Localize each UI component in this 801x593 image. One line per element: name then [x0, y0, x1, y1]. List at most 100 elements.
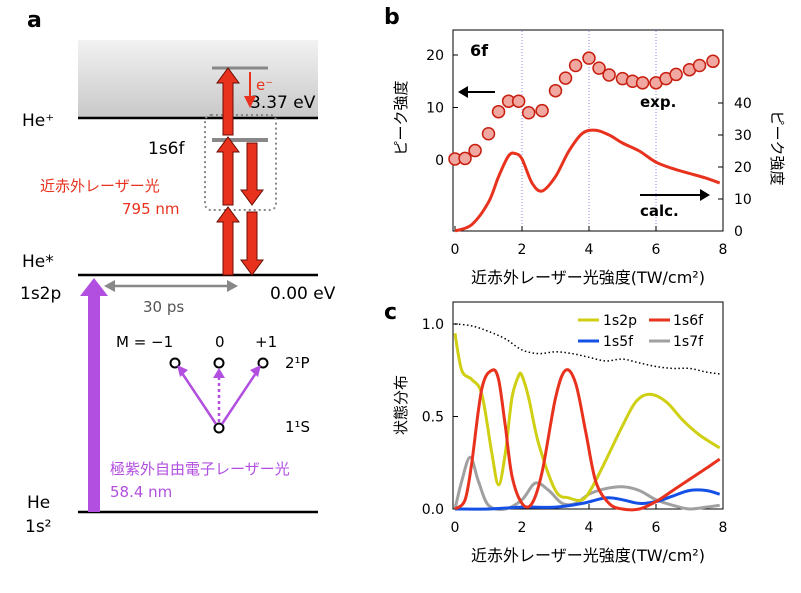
panel-b-exp-series [448, 51, 720, 166]
panel-c-series [453, 323, 721, 512]
panel-a-label: a [27, 8, 42, 33]
he-plus-label: He⁺ [22, 111, 54, 131]
he-star-label: He* [22, 252, 54, 272]
m-minus-label: M = −1 [116, 333, 173, 351]
sublevel-m-zero [213, 357, 225, 369]
panel-c-label: c [384, 300, 397, 325]
panel-b-xlabel: 近赤外レーザー光強度(TW/cm²) [471, 268, 705, 287]
panel-b-right-axis-label: ピーク強度 [768, 110, 786, 185]
exp-point [706, 54, 720, 69]
legend-label-1s5f: 1s5f [603, 334, 634, 350]
series-line-1s2p [453, 333, 721, 502]
nir-laser-line2: 795 nm [122, 200, 180, 218]
panel-b-label: b [384, 5, 400, 30]
panel-b-frame [452, 29, 724, 232]
exp-point [635, 76, 650, 90]
ionization-energy-label: 3.37 eV [250, 93, 316, 113]
exp-point [481, 127, 496, 141]
panel-b-exp-label: exp. [640, 93, 676, 111]
ground-config-label: 1s² [25, 517, 52, 537]
state-2p-label: 2¹P [285, 354, 310, 372]
series-line-1s5f [454, 488, 721, 511]
panel-b-xtick-label: 0 [451, 242, 460, 258]
panel-b-left-tick-label: 10 [426, 101, 444, 117]
panel-b-calc-series [454, 128, 721, 233]
nir-up-arrow-2 [216, 136, 240, 206]
panel-b-left-axis-label: ピーク強度 [392, 80, 410, 155]
exp-point [548, 83, 563, 98]
zero-energy-label: 0.00 eV [270, 284, 336, 304]
exp-point [558, 71, 573, 85]
transition-m-minus-head [177, 365, 188, 377]
transition-m-plus [220, 372, 258, 425]
panel-b-state-label: 6f [470, 41, 489, 60]
nir-down-arrow-2 [240, 211, 264, 276]
panel-c-xtick-label: 2 [518, 520, 527, 536]
panel-c-ytick-label: 1.0 [422, 317, 444, 333]
exp-axis-arrow-head [458, 86, 468, 98]
exp-point [511, 94, 526, 108]
calc-line [454, 128, 721, 233]
panel-c-frame [452, 301, 724, 510]
panel-c-xlabel: 近赤外レーザー光強度(TW/cm²) [471, 546, 705, 565]
nir-down-arrow-1 [240, 142, 264, 206]
resonance-box [204, 114, 277, 211]
panel-b-xtick-label: 8 [719, 242, 728, 258]
panel-a: a He⁺ 3.37 eV 1s6f He* 1s2p 0.00 eV He 1… [20, 8, 336, 537]
exp-point [602, 68, 616, 82]
panel-c: c 0 2 4 6 8 0.0 0.5 1.0 1s2p 1s6f 1s5f 1s7f 状態分… [384, 300, 727, 565]
continuum-region [78, 40, 318, 118]
exp-point [582, 51, 596, 65]
transition-m-zero-head [213, 368, 225, 378]
panel-b-right-tick-label: 30 [734, 128, 752, 144]
panel-c-legend: 1s2p 1s6f 1s5f 1s7f [578, 313, 704, 350]
delay-label: 30 ps [143, 298, 184, 316]
xfel-arrow [80, 278, 108, 512]
exp-point [491, 104, 506, 119]
nir-up-arrow-1 [216, 206, 240, 276]
xfel-line1: 極紫外自由電子レーザー光 [110, 460, 290, 478]
transition-m-plus-head [250, 365, 261, 377]
panel-c-xtick-label: 4 [585, 520, 594, 536]
exp-point [468, 143, 482, 158]
nir-up-arrow-3 [216, 67, 240, 136]
panel-b-xtick-label: 2 [518, 242, 527, 258]
panel-b-calc-label: calc. [640, 202, 679, 220]
exp-point [458, 151, 472, 166]
m-plus-label: +1 [255, 333, 277, 351]
panel-b-left-tick-label: 20 [426, 48, 444, 64]
legend-label-1s2p: 1s2p [603, 313, 637, 329]
panel-c-xtick-label: 0 [451, 520, 460, 536]
panel-b-xtick-label: 6 [652, 242, 661, 258]
exp-point [535, 103, 549, 118]
panel-b-right-tick-label: 40 [734, 96, 752, 112]
sublevel-ground [213, 422, 225, 434]
exp-point [692, 58, 707, 73]
m-zero-label: 0 [215, 333, 225, 351]
electron-label: e⁻ [256, 76, 273, 94]
he-ground-label: He [27, 493, 50, 513]
panel-c-ylabel: 状態分布 [392, 375, 410, 435]
legend-label-1s7f: 1s7f [673, 334, 704, 350]
panel-c-ytick-label: 0.5 [422, 410, 444, 426]
panel-c-xtick-label: 8 [719, 520, 728, 536]
electron-arrow-head [244, 96, 256, 108]
nir-laser-line1: 近赤外レーザー光 [40, 177, 160, 195]
exp-point [669, 67, 683, 82]
panel-b-right-tick-label: 20 [734, 160, 752, 176]
exp-point [592, 61, 606, 75]
delay-arrow-head-left [104, 280, 115, 292]
calc-axis-arrow-head [700, 189, 710, 201]
series-line-1s6f [454, 368, 721, 512]
panel-b-left-tick-label: 0 [435, 153, 444, 169]
legend-label-1s6f: 1s6f [673, 313, 704, 329]
exp-point [521, 106, 536, 120]
panel-b-xtick-label: 4 [585, 242, 594, 258]
panel-c-xtick-label: 6 [652, 520, 661, 536]
xfel-line2: 58.4 nm [110, 483, 172, 501]
panel-c-ytick-label: 0.0 [422, 502, 444, 518]
state-1s-label: 1¹S [285, 418, 310, 436]
